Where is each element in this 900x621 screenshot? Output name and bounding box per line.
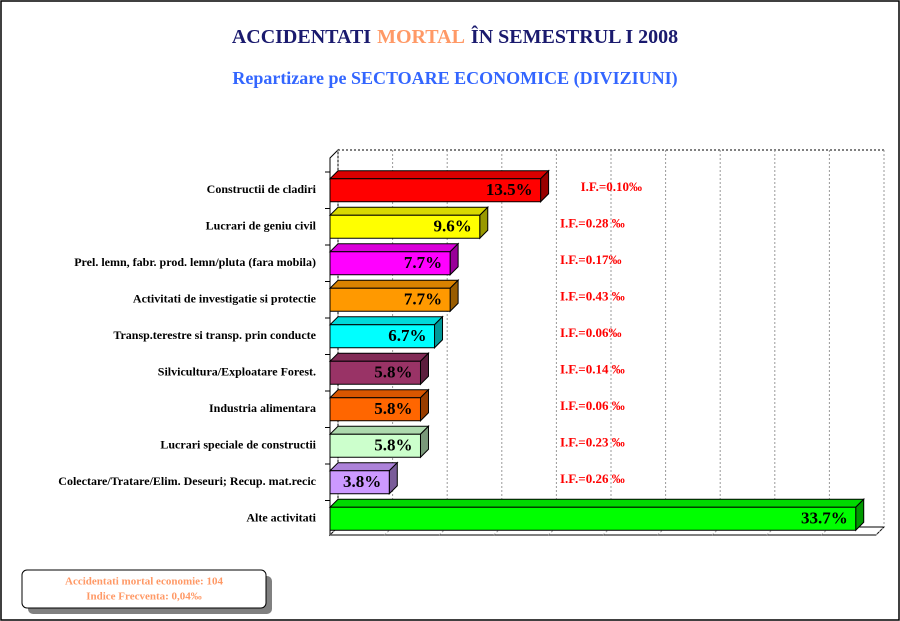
value-label: 5.8% <box>374 436 412 455</box>
annotation: I.F.=0.06‰ <box>560 325 621 340</box>
value-label: 7.7% <box>404 290 442 309</box>
annotation: I.F.=0.14 ‰ <box>560 362 625 377</box>
note-box <box>21 569 267 609</box>
bar-side-shade <box>389 462 398 494</box>
bar-side-shade <box>420 353 429 385</box>
annotation: I.F.=0.06 ‰ <box>560 398 625 413</box>
bar-side-shade <box>434 316 443 348</box>
bar-side-shade <box>855 499 864 531</box>
title-part: ÎN SEMESTRUL I 2008 <box>471 24 678 48</box>
annotation: I.F.=0.23 ‰ <box>560 435 625 450</box>
bar-top-shade <box>330 389 429 398</box>
bar-side-shade <box>450 280 459 312</box>
annotation: I.F.=0.26 ‰ <box>560 471 625 486</box>
bar-top-shade <box>330 280 459 289</box>
bar-top-shade <box>330 243 459 252</box>
value-label: 5.8% <box>374 399 412 418</box>
category-label: Lucrari de geniu civil <box>206 219 317 233</box>
value-label: 3.8% <box>343 472 381 491</box>
bar-top-shade <box>330 170 549 179</box>
value-label: 5.8% <box>374 363 412 382</box>
bar <box>329 251 451 276</box>
bar-side-shade <box>479 207 488 239</box>
category-label: Alte activitati <box>246 511 316 525</box>
bar-top-shade <box>330 426 429 435</box>
category-label: Industria alimentara <box>209 401 316 415</box>
bar-top-shade <box>330 353 429 362</box>
title-part: ACCIDENTATI <box>232 26 371 48</box>
value-label: 6.7% <box>388 326 426 345</box>
bar <box>329 397 421 422</box>
bar <box>329 470 390 495</box>
category-label: Prel. lemn, fabr. prod. lemn/pluta (fara… <box>74 255 316 269</box>
bar <box>329 287 451 312</box>
bar-side-shade <box>540 170 549 202</box>
annotation: I.F.=0.10‰ <box>581 179 642 194</box>
value-label: 33.7% <box>801 509 848 528</box>
bar-top-shade <box>330 207 488 216</box>
note-line: Indice Frecventa: 0,04‰ <box>86 591 202 603</box>
category-label: Lucrari speciale de constructii <box>160 438 316 452</box>
annotation: I.F.=0.17‰ <box>560 252 621 267</box>
bar-side-shade <box>420 426 429 458</box>
bar <box>329 433 421 458</box>
bar <box>329 324 436 349</box>
annotation: I.F.=0.43 ‰ <box>560 289 625 304</box>
value-label: 13.5% <box>486 180 533 199</box>
bar <box>329 214 481 239</box>
value-label: 9.6% <box>434 217 472 236</box>
floor-line <box>875 526 885 536</box>
bar-side-shade <box>420 389 429 421</box>
value-label: 7.7% <box>404 253 442 272</box>
category-label: Colectare/Tratare/Elim. Deseuri; Recup. … <box>58 474 316 488</box>
category-label: Transp.terestre si transp. prin conducte <box>113 328 316 342</box>
category-label: Activitati de investigatie si protectie <box>133 292 317 306</box>
annotation: I.F.=0.28 ‰ <box>560 216 625 231</box>
bar-top-shade <box>330 462 398 471</box>
bar-side-shade <box>450 243 459 275</box>
bar <box>329 360 421 385</box>
bar-top-shade <box>330 316 443 325</box>
bar-top-shade <box>330 499 864 508</box>
category-label: Silvicultura/Exploatare Forest. <box>158 365 316 379</box>
chart-title: ACCIDENTATI MORTAL ÎN SEMESTRUL I 2008 <box>232 24 678 48</box>
category-label: Constructii de cladiri <box>207 182 317 196</box>
title-part: MORTAL <box>377 26 465 48</box>
chart-subtitle: Repartizare pe SECTOARE ECONOMICE (DIVIZ… <box>232 68 677 89</box>
bar <box>329 506 857 531</box>
note-line: Accidentati mortal economie: 104 <box>65 576 223 588</box>
bar <box>329 178 542 203</box>
